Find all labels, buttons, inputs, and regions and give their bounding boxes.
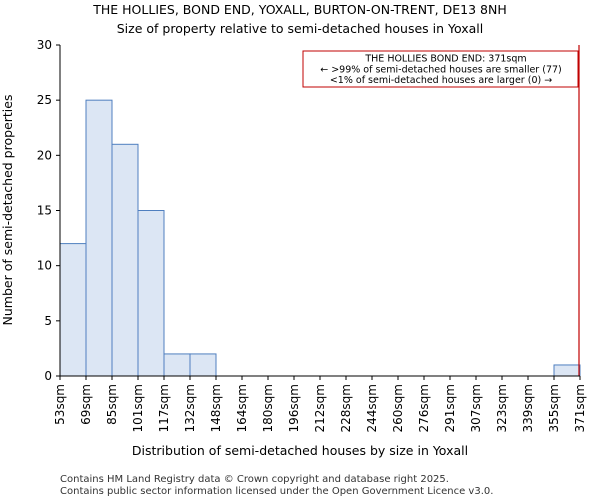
x-tick-label-164sqm: 164sqm [235,384,249,432]
x-tick-label-260sqm: 260sqm [391,384,405,432]
annotation-frame [302,50,579,88]
y-axis-label: Number of semi-detached properties [0,95,15,326]
x-tick-label-212sqm: 212sqm [313,384,327,432]
bar-132sqm [189,353,217,377]
x-tick-label-196sqm: 196sqm [287,384,301,432]
y-tick-label-5: 5 [44,314,52,328]
x-tick-label-148sqm: 148sqm [209,384,223,432]
x-tick-label-371sqm: 371sqm [573,384,587,432]
x-tick-label-85sqm: 85sqm [105,384,119,425]
x-tick-label-339sqm: 339sqm [521,384,535,432]
x-tick-label-53sqm: 53sqm [53,384,67,425]
x-axis: 53sqm 69sqm 85sqm 101sqm 117sqm 132sqm 148sqm 1… [53,375,587,432]
annotation-box: THE HOLLIES BOND END: 371sqm ← >99% of s… [302,50,579,88]
x-tick-label-307sqm: 307sqm [469,384,483,432]
x-tick-label-291sqm: 291sqm [443,384,457,432]
y-tick-label-10: 10 [37,259,52,273]
x-tick-label-276sqm: 276sqm [417,384,431,432]
x-tick-label-228sqm: 228sqm [339,384,353,432]
x-tick-label-69sqm: 69sqm [79,384,93,425]
bar-69sqm [85,99,113,377]
chart-title: THE HOLLIES, BOND END, YOXALL, BURTON-ON… [92,2,506,17]
x-tick-label-117sqm: 117sqm [157,384,171,432]
x-tick-label-244sqm: 244sqm [365,384,379,432]
annotation-line-3: <1% of semi-detached houses are larger (… [330,75,552,86]
bar-85sqm [111,143,139,377]
x-tick-label-180sqm: 180sqm [261,384,275,432]
x-tick-label-101sqm: 101sqm [131,384,145,432]
annotation-line-1: THE HOLLIES BOND END: 371sqm [364,54,526,65]
chart-subtitle: Size of property relative to semi-detach… [117,21,484,36]
y-tick-label-20: 20 [37,148,52,162]
y-tick-label-0: 0 [44,369,52,383]
bar-101sqm [137,210,165,377]
y-tick-label-15: 15 [37,204,52,218]
footer-line-2: Contains public sector information licen… [60,486,493,497]
y-tick-label-30: 30 [37,38,52,52]
bar-53sqm [59,243,87,377]
bar-117sqm [163,353,191,377]
bars-group [59,99,581,377]
annotation-line-2: ← >99% of semi-detached houses are small… [320,65,562,76]
y-axis: 0 5 10 15 20 25 30 [37,38,61,383]
x-axis-label: Distribution of semi-detached houses by … [132,443,468,458]
y-tick-label-25: 25 [37,93,52,107]
bar-355sqm [553,364,581,377]
x-tick-label-355sqm: 355sqm [547,384,561,432]
footer-line-1: Contains HM Land Registry data © Crown c… [60,474,449,485]
x-tick-label-323sqm: 323sqm [495,384,509,432]
x-tick-label-132sqm: 132sqm [183,384,197,432]
